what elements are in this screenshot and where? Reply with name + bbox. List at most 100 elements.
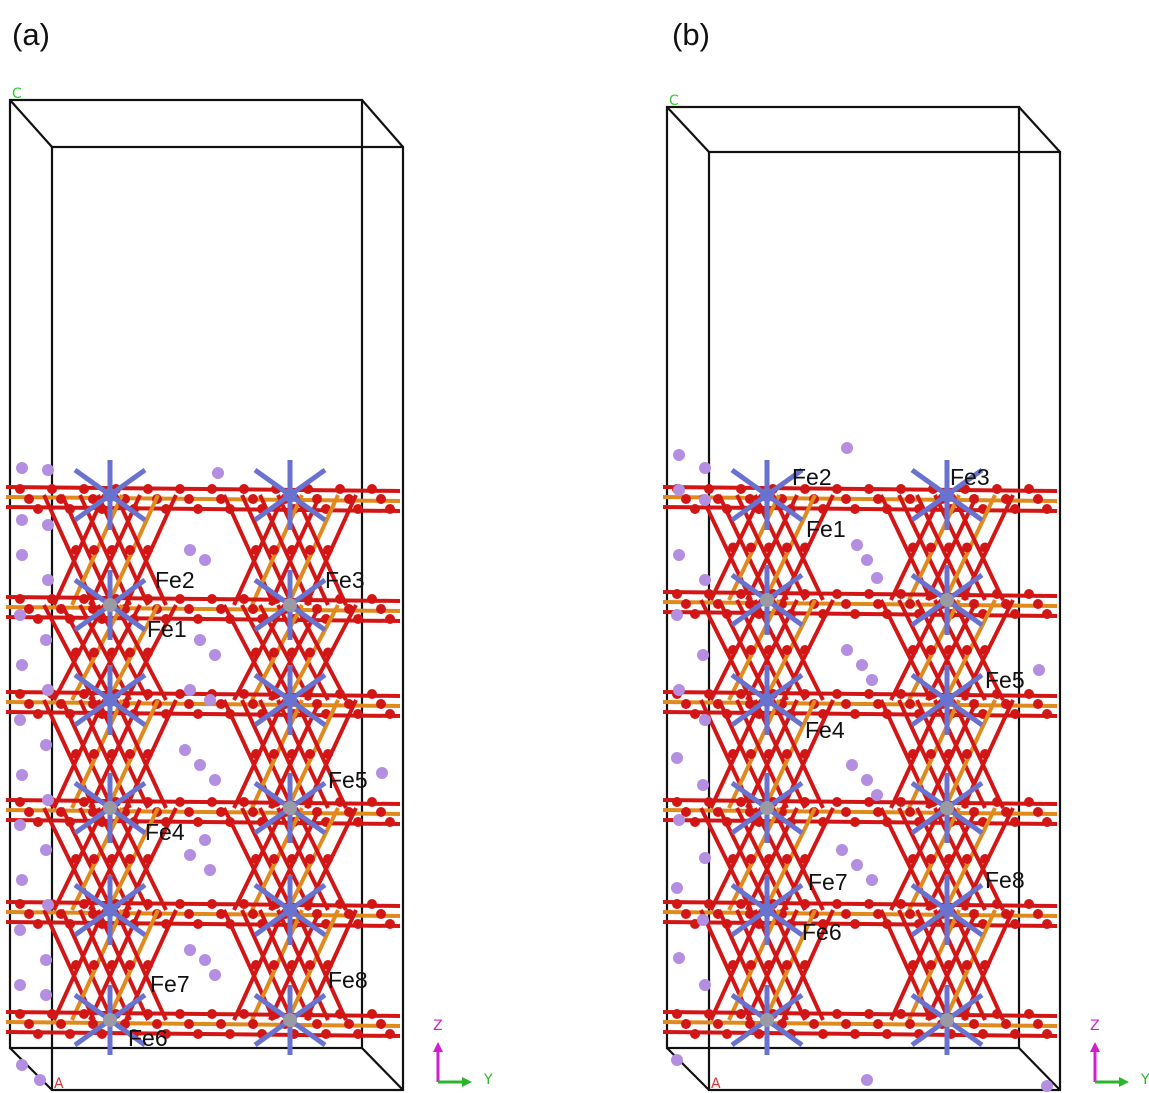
oxygen	[385, 614, 395, 624]
oxygen	[944, 960, 954, 970]
oxygen	[193, 614, 203, 624]
oxygen	[376, 807, 386, 817]
oxygen	[926, 854, 936, 864]
oxygen	[287, 854, 297, 864]
oxygen	[1024, 899, 1034, 909]
oxygen	[980, 960, 990, 970]
lithium	[184, 849, 196, 861]
oxygen	[681, 699, 691, 709]
lithium	[194, 634, 206, 646]
oxygen	[175, 1009, 185, 1019]
iron	[283, 801, 297, 815]
oxygen	[305, 960, 315, 970]
lithium	[179, 744, 191, 756]
oxygen	[764, 960, 774, 970]
oxygen	[896, 689, 906, 699]
oxygen	[269, 854, 279, 864]
axis-y-head	[462, 1077, 472, 1087]
oxygen	[980, 854, 990, 864]
oxygen	[992, 484, 1002, 494]
atom-label: Fe8	[985, 867, 1025, 893]
lithium	[866, 674, 878, 686]
oxygen	[704, 797, 714, 807]
lithium	[194, 759, 206, 771]
oxygen	[143, 1009, 153, 1019]
axis-y-label: Y	[483, 1072, 493, 1088]
oxygen	[15, 797, 25, 807]
atom-label: Fe3	[325, 567, 365, 593]
oxygen	[764, 543, 774, 553]
oxygen	[71, 960, 81, 970]
atom-label: Fe6	[128, 1025, 168, 1051]
oxygen	[312, 1019, 322, 1029]
oxygen	[690, 504, 700, 514]
oxygen	[736, 589, 746, 599]
oxygen	[376, 494, 386, 504]
oxygen	[905, 807, 915, 817]
oxygen	[79, 689, 89, 699]
lithium	[841, 442, 853, 454]
lithium	[697, 649, 709, 661]
oxygen	[764, 749, 774, 759]
oxygen	[1042, 817, 1052, 827]
oxygen	[850, 504, 860, 514]
oxygen	[47, 594, 57, 604]
oxygen	[1010, 919, 1020, 929]
lithium	[699, 462, 711, 474]
iron	[103, 598, 117, 612]
iron	[760, 801, 774, 815]
oxygen	[344, 1019, 354, 1029]
oxygen	[207, 797, 217, 807]
oxygen	[207, 899, 217, 909]
oxygen	[690, 817, 700, 827]
oxygen	[175, 484, 185, 494]
oxygen	[367, 594, 377, 604]
cell-edge	[362, 1048, 403, 1090]
oxygen	[672, 797, 682, 807]
lithium	[14, 924, 26, 936]
lithium	[673, 952, 685, 964]
oxygen	[681, 909, 691, 919]
oxygen	[143, 797, 153, 807]
oxygen	[782, 749, 792, 759]
oxygen	[722, 1029, 732, 1039]
oxygen	[193, 1029, 203, 1039]
oxygen	[175, 594, 185, 604]
oxygen	[704, 689, 714, 699]
oxygen	[1024, 797, 1034, 807]
oxygen	[24, 1019, 34, 1029]
lithium	[209, 649, 221, 661]
oxygen	[24, 807, 34, 817]
oxygen	[248, 1019, 258, 1029]
lithium	[699, 852, 711, 864]
oxygen	[962, 854, 972, 864]
oxygen	[323, 749, 333, 759]
oxygen	[143, 648, 153, 658]
oxygen	[143, 689, 153, 699]
lithium	[671, 1054, 683, 1066]
oxygen	[184, 699, 194, 709]
oxygen	[841, 699, 851, 709]
lithium	[673, 684, 685, 696]
atom-label: Fe3	[950, 464, 990, 490]
oxygen	[65, 1029, 75, 1039]
oxygen	[908, 749, 918, 759]
oxygen	[248, 909, 258, 919]
oxygen	[800, 960, 810, 970]
oxygen	[207, 484, 217, 494]
oxygen	[335, 797, 345, 807]
oxygen	[125, 749, 135, 759]
oxygen	[385, 919, 395, 929]
oxygen	[107, 749, 117, 759]
oxygen	[850, 817, 860, 827]
oxygen	[305, 854, 315, 864]
oxygen	[143, 899, 153, 909]
oxygen	[1042, 709, 1052, 719]
structure-panel: (a)CAFe2Fe3Fe1Fe5Fe4Fe7Fe8Fe6ZY	[6, 17, 493, 1092]
oxygen	[305, 648, 315, 658]
oxygen	[248, 604, 258, 614]
lithium	[697, 779, 709, 791]
oxygen	[33, 504, 43, 514]
oxygen	[33, 1029, 43, 1039]
oxygen	[736, 689, 746, 699]
